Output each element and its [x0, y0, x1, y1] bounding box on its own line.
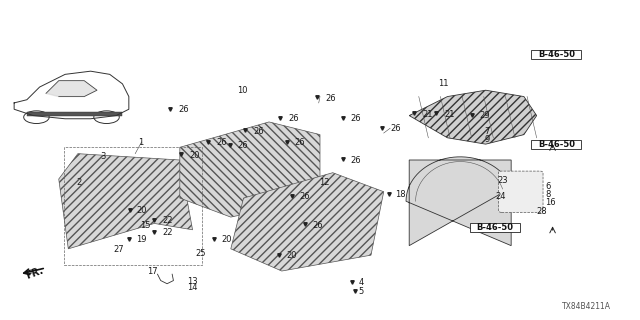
Text: B-46-50: B-46-50 — [477, 223, 514, 232]
Text: 10: 10 — [237, 86, 248, 95]
Polygon shape — [409, 90, 537, 144]
FancyBboxPatch shape — [531, 140, 581, 149]
Text: 26: 26 — [288, 114, 299, 123]
Text: 18: 18 — [395, 190, 406, 199]
Text: 16: 16 — [545, 198, 556, 207]
Text: 24: 24 — [495, 192, 506, 201]
Polygon shape — [180, 122, 320, 217]
Text: 25: 25 — [196, 249, 206, 258]
Text: 6: 6 — [545, 182, 550, 191]
FancyBboxPatch shape — [531, 50, 581, 59]
Text: 1: 1 — [138, 138, 143, 147]
Text: FR.: FR. — [24, 265, 45, 280]
Text: 20: 20 — [189, 151, 200, 160]
Text: 20: 20 — [287, 251, 298, 260]
Text: 23: 23 — [497, 176, 508, 185]
Text: 14: 14 — [188, 283, 198, 292]
Text: B-46-50: B-46-50 — [538, 140, 575, 149]
FancyBboxPatch shape — [470, 223, 520, 232]
Text: 8: 8 — [545, 190, 550, 199]
Text: 29: 29 — [479, 111, 490, 120]
Text: 26: 26 — [253, 127, 264, 136]
Text: 7: 7 — [484, 127, 490, 136]
Polygon shape — [46, 81, 97, 97]
Text: 27: 27 — [113, 245, 124, 254]
Text: 17: 17 — [147, 267, 157, 276]
Text: 26: 26 — [351, 114, 361, 123]
Text: 26: 26 — [351, 156, 361, 164]
Polygon shape — [27, 112, 122, 116]
Text: 28: 28 — [537, 207, 547, 216]
Text: 20: 20 — [221, 235, 232, 244]
Text: 26: 26 — [179, 105, 189, 114]
Text: 21: 21 — [422, 109, 433, 118]
Text: 15: 15 — [140, 220, 151, 229]
FancyBboxPatch shape — [499, 171, 543, 212]
Text: 26: 26 — [217, 138, 227, 147]
Text: 13: 13 — [188, 277, 198, 286]
Text: B-46-50: B-46-50 — [538, 50, 575, 59]
Text: 5: 5 — [358, 287, 364, 296]
Polygon shape — [406, 157, 512, 246]
Text: 26: 26 — [294, 138, 305, 147]
Text: TX84B4211A: TX84B4211A — [562, 302, 611, 311]
Polygon shape — [231, 173, 384, 271]
Text: 26: 26 — [390, 124, 401, 133]
Text: 21: 21 — [444, 109, 455, 118]
Text: 3: 3 — [100, 152, 106, 161]
Text: 26: 26 — [237, 141, 248, 150]
Text: 19: 19 — [136, 236, 147, 244]
Text: 26: 26 — [325, 94, 336, 103]
Text: 22: 22 — [163, 216, 173, 225]
Text: 26: 26 — [300, 192, 310, 201]
Text: 20: 20 — [136, 206, 147, 215]
Text: 26: 26 — [312, 220, 323, 229]
Text: 22: 22 — [163, 228, 173, 237]
Text: 4: 4 — [358, 278, 364, 287]
Polygon shape — [59, 154, 193, 249]
Text: 11: 11 — [438, 79, 449, 88]
Text: 2: 2 — [77, 178, 82, 187]
Text: 9: 9 — [484, 135, 490, 144]
Text: 12: 12 — [319, 178, 329, 187]
